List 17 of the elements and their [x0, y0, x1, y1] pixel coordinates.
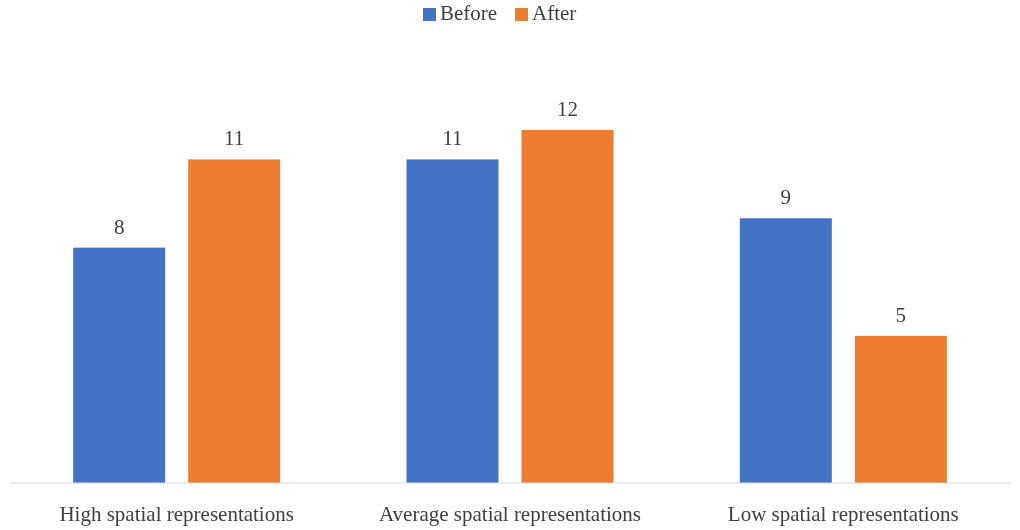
x-tick-label: Average spatial representations: [379, 502, 641, 526]
data-label: 8: [113, 214, 125, 239]
data-label: 5: [895, 302, 907, 327]
x-tick-label: High spatial representations: [59, 502, 294, 526]
legend-label: After: [532, 1, 577, 25]
data-label: 9: [780, 185, 792, 210]
data-label: 11: [224, 126, 245, 151]
x-tick-label: Low spatial representations: [727, 502, 959, 526]
data-label: 11: [442, 126, 463, 151]
bar: [73, 247, 166, 483]
data-label: 12: [557, 97, 578, 121]
bar: [854, 335, 947, 483]
bar: [739, 218, 832, 483]
bar: [521, 130, 614, 483]
bar: [188, 159, 281, 483]
bar: [406, 159, 499, 483]
legend-label: Before: [440, 1, 498, 25]
